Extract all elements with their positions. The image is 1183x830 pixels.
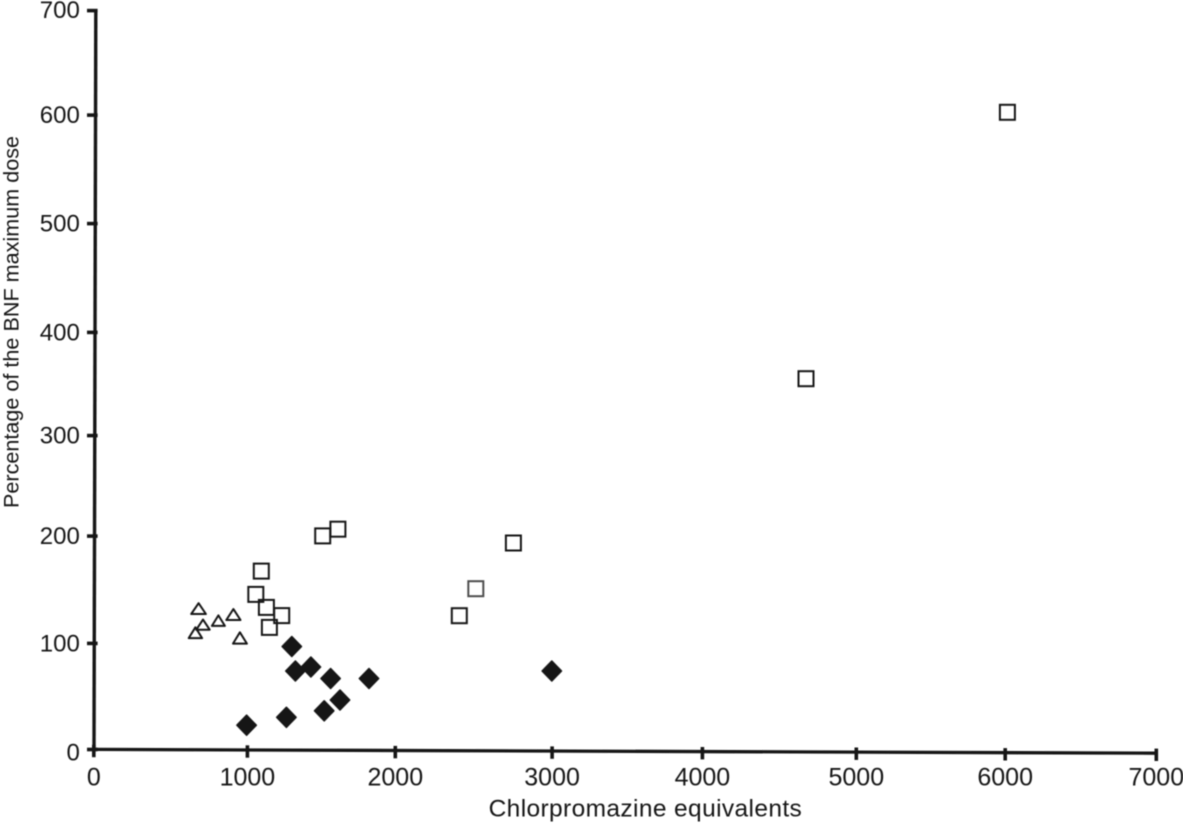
svg-text:600: 600 (40, 102, 80, 129)
svg-text:1000: 1000 (220, 763, 276, 791)
svg-text:3000: 3000 (524, 763, 580, 791)
svg-text:300: 300 (40, 423, 80, 450)
svg-text:100: 100 (40, 630, 80, 657)
svg-text:400: 400 (40, 319, 80, 346)
svg-text:0: 0 (66, 740, 79, 767)
svg-text:4000: 4000 (675, 763, 731, 791)
svg-text:700: 700 (40, 0, 80, 24)
svg-text:2000: 2000 (367, 763, 423, 791)
svg-text:500: 500 (40, 211, 80, 238)
svg-text:6000: 6000 (977, 763, 1033, 791)
svg-text:Chlorpromazine equivalents: Chlorpromazine equivalents (489, 795, 803, 822)
svg-text:Percentage of the BNF maximum: Percentage of the BNF maximum dose (0, 136, 24, 508)
svg-text:7000: 7000 (1128, 763, 1183, 791)
svg-text:200: 200 (40, 523, 80, 550)
svg-text:5000: 5000 (828, 763, 884, 791)
svg-text:0: 0 (87, 763, 101, 791)
